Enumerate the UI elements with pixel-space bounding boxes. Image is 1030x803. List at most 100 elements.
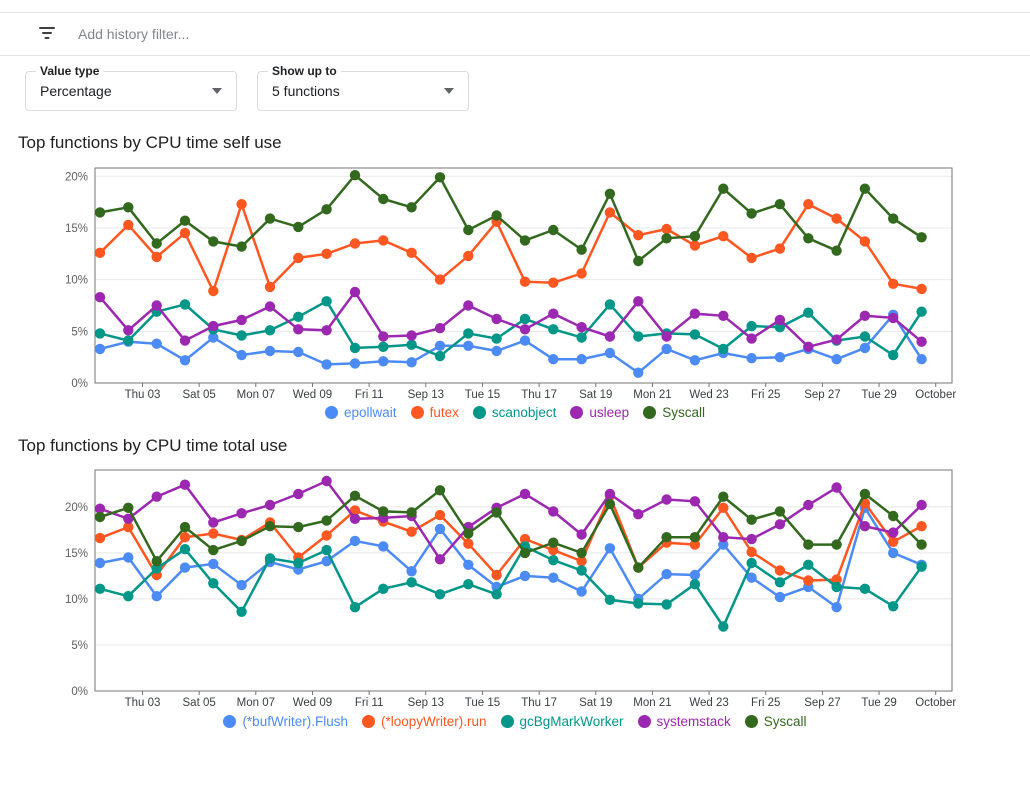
data-point[interactable]	[208, 320, 219, 332]
data-point[interactable]	[774, 314, 786, 326]
data-point[interactable]	[434, 323, 446, 334]
data-point[interactable]	[888, 278, 899, 289]
data-point[interactable]	[916, 232, 927, 243]
data-point[interactable]	[264, 213, 276, 224]
data-point[interactable]	[774, 352, 786, 363]
data-point[interactable]	[208, 578, 219, 589]
data-point[interactable]	[491, 210, 502, 221]
data-point[interactable]	[661, 331, 672, 342]
data-point[interactable]	[378, 583, 389, 594]
data-point[interactable]	[236, 508, 247, 519]
data-point[interactable]	[888, 312, 899, 324]
data-point[interactable]	[916, 354, 927, 365]
data-point[interactable]	[406, 247, 417, 258]
data-point[interactable]	[803, 539, 814, 550]
data-point[interactable]	[831, 213, 842, 224]
data-point[interactable]	[519, 547, 531, 559]
data-point[interactable]	[718, 502, 729, 513]
data-point[interactable]	[321, 359, 332, 370]
data-point[interactable]	[236, 314, 247, 326]
data-point[interactable]	[349, 535, 361, 547]
data-point[interactable]	[774, 506, 786, 517]
data-point[interactable]	[718, 621, 729, 632]
data-point[interactable]	[208, 517, 219, 528]
data-point[interactable]	[576, 354, 587, 365]
data-point[interactable]	[378, 331, 389, 342]
data-point[interactable]	[434, 350, 446, 362]
data-point[interactable]	[633, 331, 644, 342]
data-point[interactable]	[349, 342, 361, 354]
data-point[interactable]	[151, 563, 162, 574]
data-point[interactable]	[463, 300, 474, 311]
legend-item-epollwait[interactable]: epollwait	[325, 405, 397, 420]
history-filter-bar[interactable]: Add history filter...	[0, 13, 1030, 55]
data-point[interactable]	[293, 252, 304, 264]
data-point[interactable]	[746, 572, 757, 583]
data-point[interactable]	[859, 183, 871, 194]
data-point[interactable]	[604, 331, 616, 342]
data-point[interactable]	[916, 306, 927, 317]
data-point[interactable]	[179, 227, 191, 239]
data-point[interactable]	[293, 324, 304, 335]
data-point[interactable]	[746, 320, 757, 332]
data-point[interactable]	[774, 591, 786, 603]
data-point[interactable]	[831, 482, 842, 493]
data-point[interactable]	[264, 281, 276, 293]
data-point[interactable]	[236, 349, 247, 361]
legend-item-systemstack[interactable]: systemstack	[637, 714, 731, 729]
data-point[interactable]	[349, 602, 361, 613]
data-point[interactable]	[406, 339, 417, 350]
data-point[interactable]	[293, 488, 304, 500]
data-point[interactable]	[349, 513, 361, 524]
data-point[interactable]	[406, 202, 417, 213]
data-point[interactable]	[576, 565, 587, 576]
data-point[interactable]	[718, 343, 729, 355]
data-point[interactable]	[689, 579, 701, 590]
data-point[interactable]	[746, 353, 757, 364]
data-point[interactable]	[689, 231, 701, 242]
data-point[interactable]	[491, 313, 502, 325]
data-point[interactable]	[633, 509, 644, 520]
data-point[interactable]	[94, 503, 106, 514]
data-point[interactable]	[321, 296, 332, 307]
data-point[interactable]	[208, 528, 219, 539]
data-point[interactable]	[916, 539, 927, 550]
data-point[interactable]	[633, 296, 644, 307]
data-point[interactable]	[718, 491, 729, 502]
data-point[interactable]	[434, 554, 446, 565]
data-point[interactable]	[123, 521, 134, 533]
data-point[interactable]	[859, 521, 871, 532]
history-filter-input[interactable]: Add history filter...	[78, 26, 190, 42]
data-point[interactable]	[604, 347, 616, 359]
data-point[interactable]	[123, 219, 134, 231]
data-point[interactable]	[179, 299, 191, 310]
data-point[interactable]	[94, 532, 106, 544]
data-point[interactable]	[576, 556, 587, 567]
data-point[interactable]	[378, 235, 389, 246]
data-point[interactable]	[661, 343, 672, 355]
data-point[interactable]	[859, 331, 871, 342]
data-point[interactable]	[94, 207, 106, 218]
data-point[interactable]	[604, 543, 616, 554]
data-point[interactable]	[576, 322, 587, 333]
legend-item-(*loopyWriter).run[interactable]: (*loopyWriter).run	[361, 714, 487, 729]
data-point[interactable]	[548, 224, 559, 236]
data-point[interactable]	[463, 538, 474, 549]
data-point[interactable]	[746, 333, 757, 344]
data-point[interactable]	[831, 245, 842, 256]
data-point[interactable]	[94, 247, 106, 258]
data-point[interactable]	[519, 324, 531, 335]
data-point[interactable]	[661, 223, 672, 235]
data-point[interactable]	[661, 599, 672, 610]
data-point[interactable]	[633, 367, 644, 378]
data-point[interactable]	[746, 208, 757, 219]
data-point[interactable]	[406, 330, 417, 341]
data-point[interactable]	[321, 325, 332, 336]
data-point[interactable]	[123, 552, 134, 563]
data-point[interactable]	[264, 521, 276, 532]
data-point[interactable]	[519, 570, 531, 582]
data-point[interactable]	[519, 276, 531, 287]
data-point[interactable]	[434, 172, 446, 183]
data-point[interactable]	[321, 556, 332, 567]
data-point[interactable]	[718, 310, 729, 321]
